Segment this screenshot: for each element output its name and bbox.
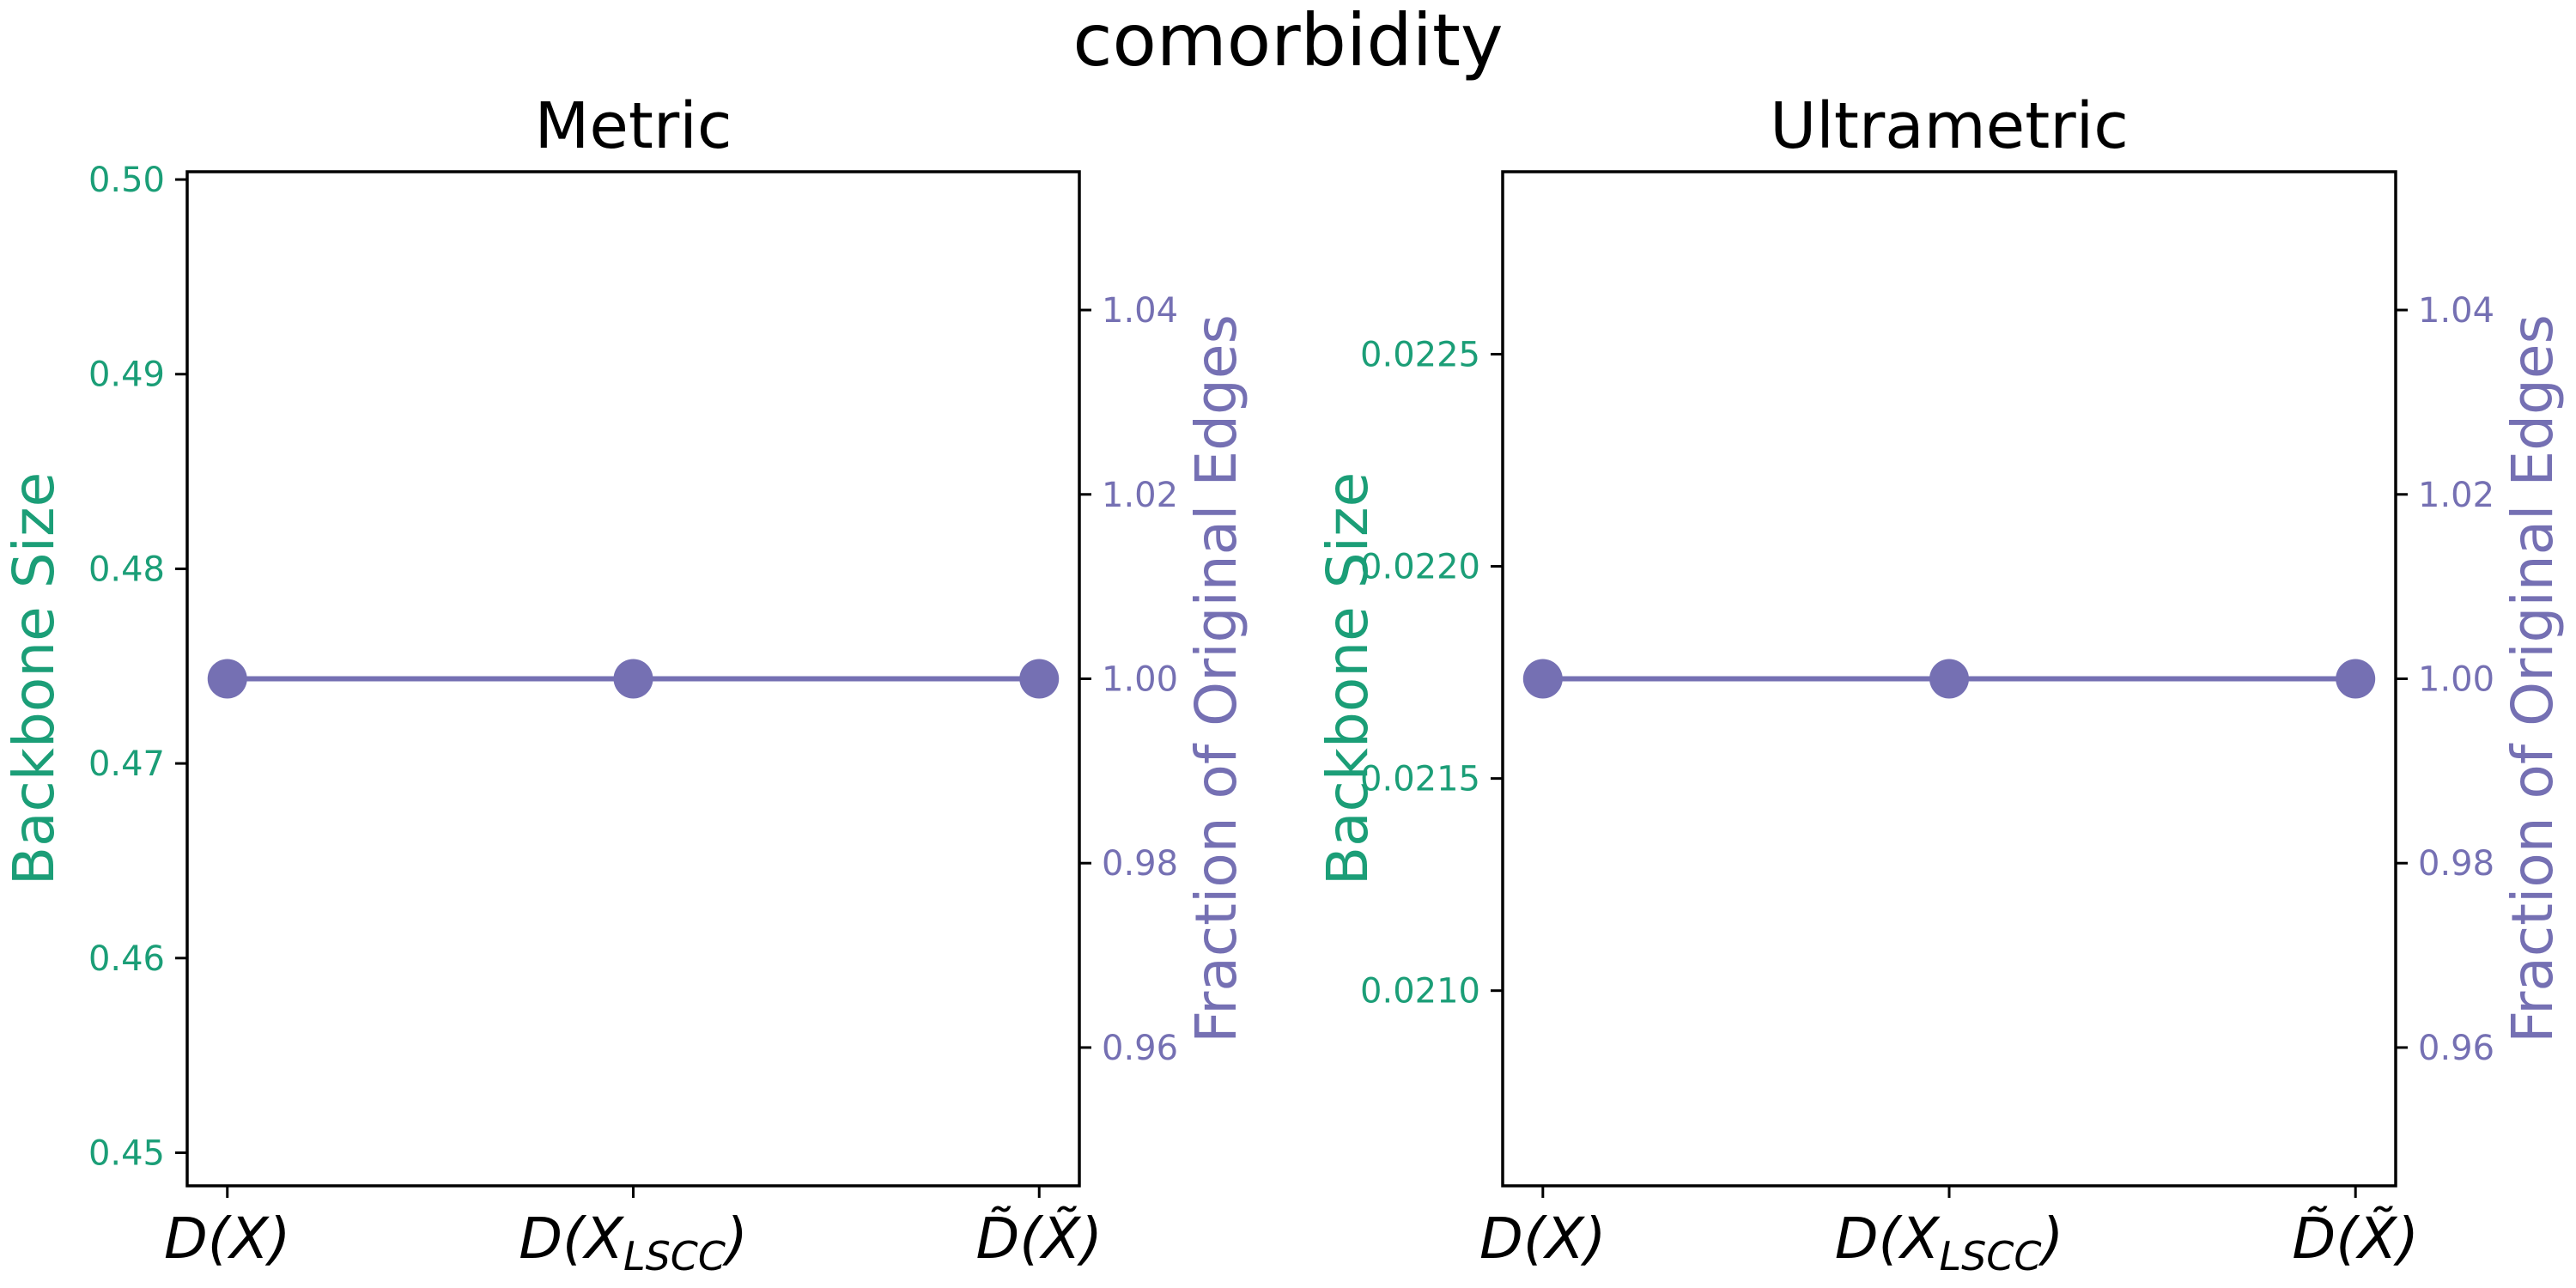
left-tick-label: 0.47 [88, 744, 165, 784]
right-tick-label: 1.00 [1102, 660, 1178, 700]
left-axis-label: Backbone Size [1, 472, 67, 885]
right-axis-label: Fraction of Original Edges [2500, 314, 2566, 1043]
x-tick-label: D(XLSCC) [1835, 1206, 2064, 1279]
x-tick-label: D(X) [164, 1206, 291, 1272]
left-tick-label: 0.45 [88, 1133, 165, 1173]
panel-title: Metric [534, 89, 732, 163]
left-tick-label: 0.46 [88, 939, 165, 979]
panel-ultrametric: Ultrametric 0.0210 0.0215 0.0220 0.0225 0.96 0… [1315, 89, 2566, 1279]
left-tick-label: 0.0225 [1360, 335, 1480, 374]
x-tick-label: D̃(X̃) [975, 1206, 1103, 1272]
right-tick-label: 0.98 [2418, 844, 2494, 884]
left-tick-label: 0.0220 [1360, 548, 1480, 587]
left-tick-label: 0.0215 [1360, 760, 1480, 799]
x-tick-label: D(XLSCC) [519, 1206, 748, 1279]
data-point [1019, 659, 1060, 699]
data-point [613, 659, 653, 699]
left-axis-label: Backbone Size [1315, 472, 1381, 885]
right-tick-label: 0.98 [1102, 844, 1178, 884]
right-tick-label: 1.02 [1102, 476, 1178, 515]
panel-metric: Metric 0.45 0.46 0.47 0.48 0.49 0.50 0.96 0.98 1.… [1, 89, 1249, 1279]
left-tick-label: 0.49 [88, 355, 165, 395]
x-tick-label: D̃(X̃) [2292, 1206, 2419, 1272]
left-tick-label: 0.48 [88, 550, 165, 589]
figure-title: comorbidity [1072, 0, 1503, 82]
right-tick-label: 0.96 [1102, 1029, 1178, 1068]
right-tick-label: 1.04 [2418, 291, 2494, 331]
right-tick-label: 1.04 [1102, 291, 1178, 331]
data-point [1929, 659, 1969, 699]
x-tick-label: D(X) [1479, 1206, 1607, 1272]
right-axis-label: Fraction of Original Edges [1183, 314, 1249, 1043]
data-point [2336, 659, 2376, 699]
data-point [1522, 659, 1563, 699]
right-tick-label: 1.02 [2418, 476, 2494, 515]
left-tick-label: 0.0210 [1360, 972, 1480, 1012]
left-tick-label: 0.50 [88, 161, 165, 200]
panel-title: Ultrametric [1770, 89, 2129, 163]
right-tick-label: 0.96 [2418, 1029, 2494, 1068]
data-point [207, 659, 247, 699]
right-tick-label: 1.00 [2418, 660, 2494, 700]
